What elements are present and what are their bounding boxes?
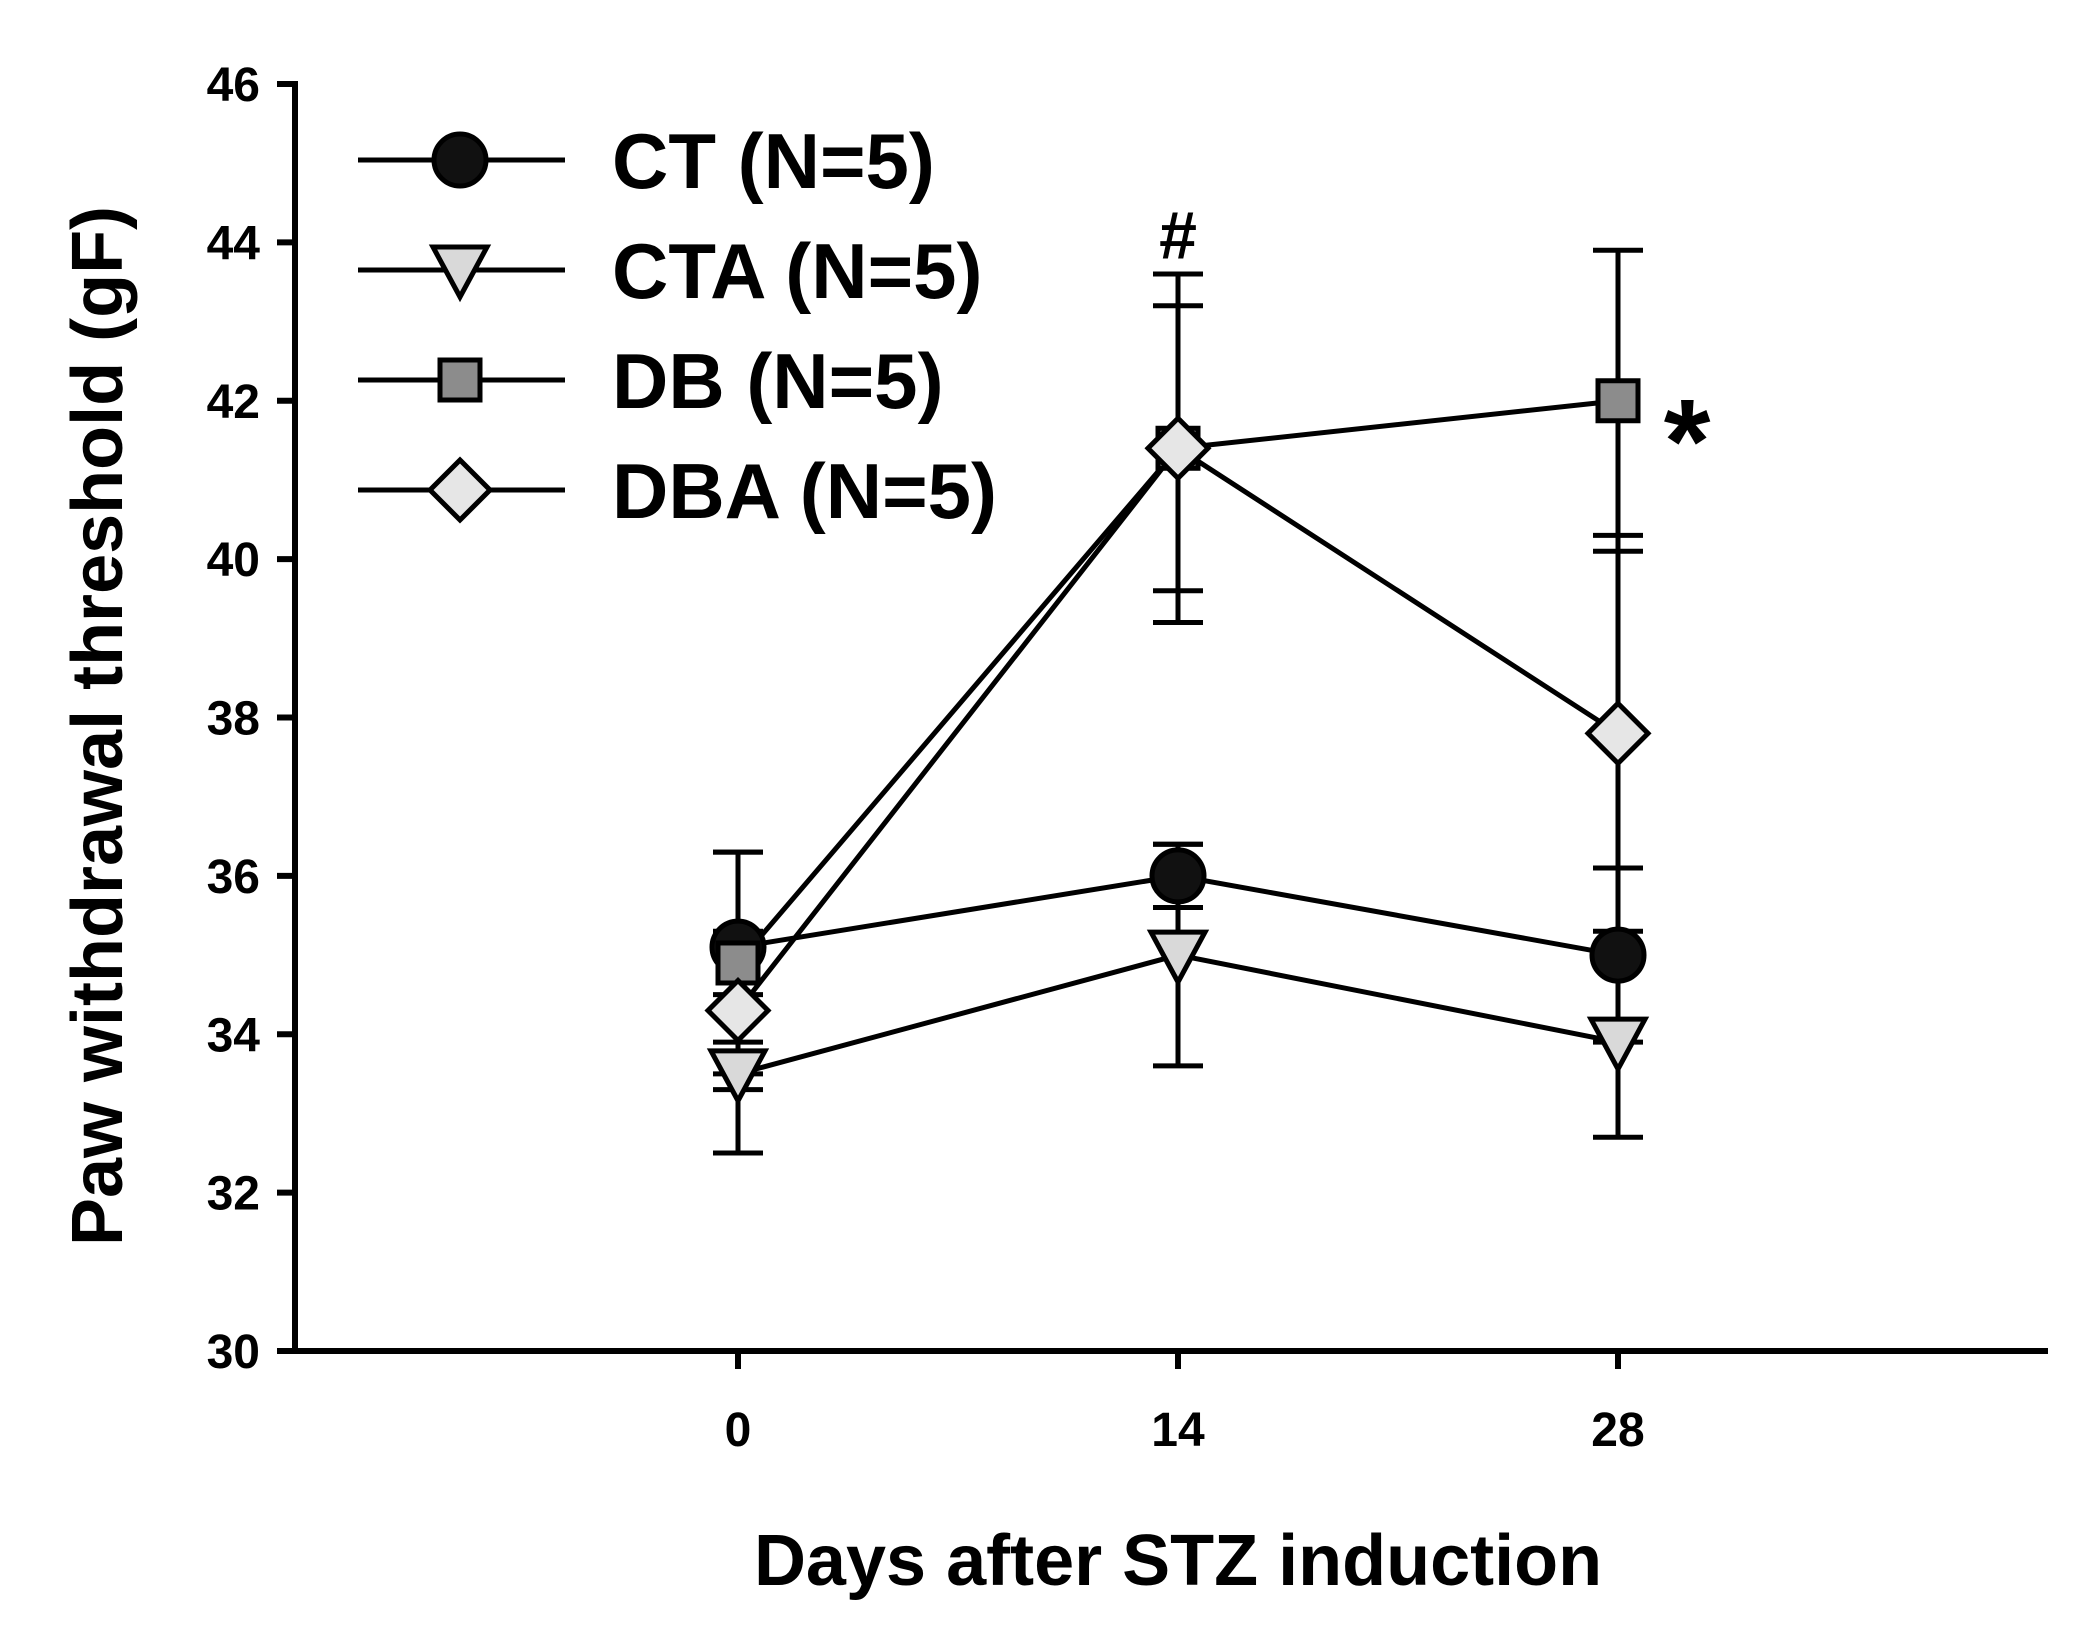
data-point	[1146, 929, 1210, 988]
x-tick-label: 0	[725, 1404, 752, 1457]
annotation-mark: *	[1664, 374, 1711, 508]
data-point	[1144, 414, 1212, 482]
axes: 30 32 34 36 38 40 42 44 46 0 14 28	[207, 59, 2048, 1457]
data-point	[715, 940, 761, 986]
legend-label: CT (N=5)	[612, 117, 935, 205]
data-point	[704, 976, 772, 1045]
data-point	[706, 1048, 770, 1107]
y-tick-label: 36	[207, 851, 260, 904]
y-axis-title: Paw withdrawal threshold (gF)	[58, 206, 138, 1246]
data-point	[1584, 699, 1652, 767]
y-tick-label: 30	[207, 1326, 260, 1379]
legend-label: CTA (N=5)	[612, 227, 983, 315]
x-tick-label: 14	[1151, 1404, 1205, 1457]
data-point	[1149, 847, 1207, 905]
data-point	[1595, 378, 1641, 424]
data-point	[1586, 1016, 1650, 1075]
y-tick-label: 46	[207, 59, 260, 112]
y-tick-label: 40	[207, 534, 260, 587]
series-layer	[704, 247, 1652, 1156]
x-tick-label: 28	[1591, 1404, 1644, 1457]
x-axis-title: Days after STZ induction	[754, 1521, 1602, 1601]
annotations: #*	[1159, 197, 1711, 508]
legend-label: DBA (N=5)	[612, 447, 997, 535]
y-tick-label: 32	[207, 1168, 260, 1221]
legend-marker	[428, 244, 492, 303]
y-tick-label: 42	[207, 376, 260, 429]
y-tick-label: 38	[207, 693, 260, 746]
data-point	[1589, 926, 1647, 984]
y-tick-label: 34	[207, 1009, 261, 1062]
legend-marker	[431, 131, 489, 189]
legend-label: DB (N=5)	[612, 337, 944, 425]
annotation-mark: #	[1159, 197, 1197, 273]
legend-marker	[426, 456, 494, 524]
legend-marker	[437, 357, 483, 403]
legend: CT (N=5) CTA (N=5) DB (N=5) DBA (N=5)	[358, 117, 997, 535]
y-tick-label: 44	[207, 217, 261, 270]
